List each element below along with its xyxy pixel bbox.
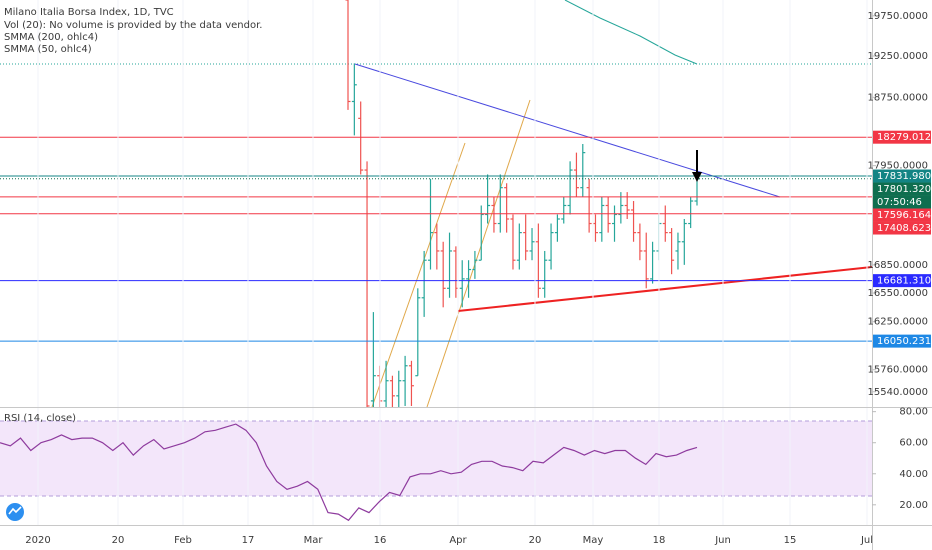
y-tick-label: 19250.0000	[868, 51, 928, 62]
level-label-box	[873, 274, 931, 288]
level-label: 16681.3105	[877, 276, 932, 287]
x-tick-label: Jul	[860, 535, 873, 546]
y-tick-label: 60.00	[899, 438, 928, 449]
x-tick-label: 20	[112, 535, 125, 546]
overlay	[37, 0, 868, 525]
y-tick-label: 16250.0000	[868, 317, 928, 328]
y-tick-label: 20.00	[899, 500, 928, 511]
y-tick-label: 17950.0000	[868, 161, 928, 172]
chart-title: Milano Italia Borsa Index, 1D, TVC	[4, 7, 174, 18]
level-label: 16050.2311	[877, 336, 932, 347]
level-label: 17596.1649	[877, 210, 932, 221]
arrow-head	[692, 172, 702, 182]
level-label-box	[873, 208, 931, 222]
channel-line	[371, 142, 466, 407]
level-label: 17801.3200	[877, 184, 932, 195]
smma-line	[564, 0, 698, 65]
legend-line: SMMA (50, ohlc4)	[4, 44, 92, 55]
y-tick-label: 15760.0000	[868, 365, 928, 376]
rsi-band	[0, 421, 872, 496]
logo-mark	[8, 506, 22, 515]
x-tick-label: 17	[242, 535, 255, 546]
countdown: 07:50:46	[877, 197, 922, 208]
x-tick-label: Apr	[449, 535, 467, 546]
level-label-box	[873, 169, 931, 183]
y-tick-label: 80.00	[899, 407, 928, 418]
level-label-box	[873, 221, 931, 235]
level-label-box	[873, 182, 931, 196]
level-label: 17831.9805	[877, 171, 932, 182]
y-tick-label: 16850.0000	[868, 260, 928, 271]
x-tick-label: May	[583, 535, 604, 546]
rsi-title: RSI (14, close)	[4, 413, 76, 424]
x-tick-label: Feb	[174, 535, 192, 546]
y-tick-label: 40.00	[899, 469, 928, 480]
price-pane	[0, 0, 872, 407]
x-tick-label: 20	[529, 535, 542, 546]
x-tick-label: 16	[374, 535, 387, 546]
level-label: 17408.6237	[877, 223, 932, 234]
level-label-box	[873, 130, 931, 144]
legend-line: Vol (20): No volume is provided by the d…	[4, 20, 262, 31]
level-label-box	[873, 334, 931, 348]
x-tick-label: 18	[653, 535, 666, 546]
trend-line	[457, 266, 872, 312]
x-tick-label: 2020	[25, 535, 50, 546]
x-tick-label: 15	[784, 535, 797, 546]
x-tick-label: Mar	[304, 535, 324, 546]
legend-line: SMMA (200, ohlc4)	[4, 32, 98, 43]
y-tick-label: 19750.0000	[868, 11, 928, 22]
y-tick-label: 16550.0000	[868, 288, 928, 299]
countdown-box	[873, 195, 931, 209]
level-label: 18279.0124	[877, 132, 932, 143]
trend-line	[354, 63, 781, 198]
x-tick-label: Jun	[714, 535, 731, 546]
channel-line	[426, 99, 531, 407]
y-tick-label: 18750.0000	[868, 92, 928, 103]
y-tick-label: 15540.0000	[868, 387, 928, 398]
rsi-line	[0, 423, 698, 522]
